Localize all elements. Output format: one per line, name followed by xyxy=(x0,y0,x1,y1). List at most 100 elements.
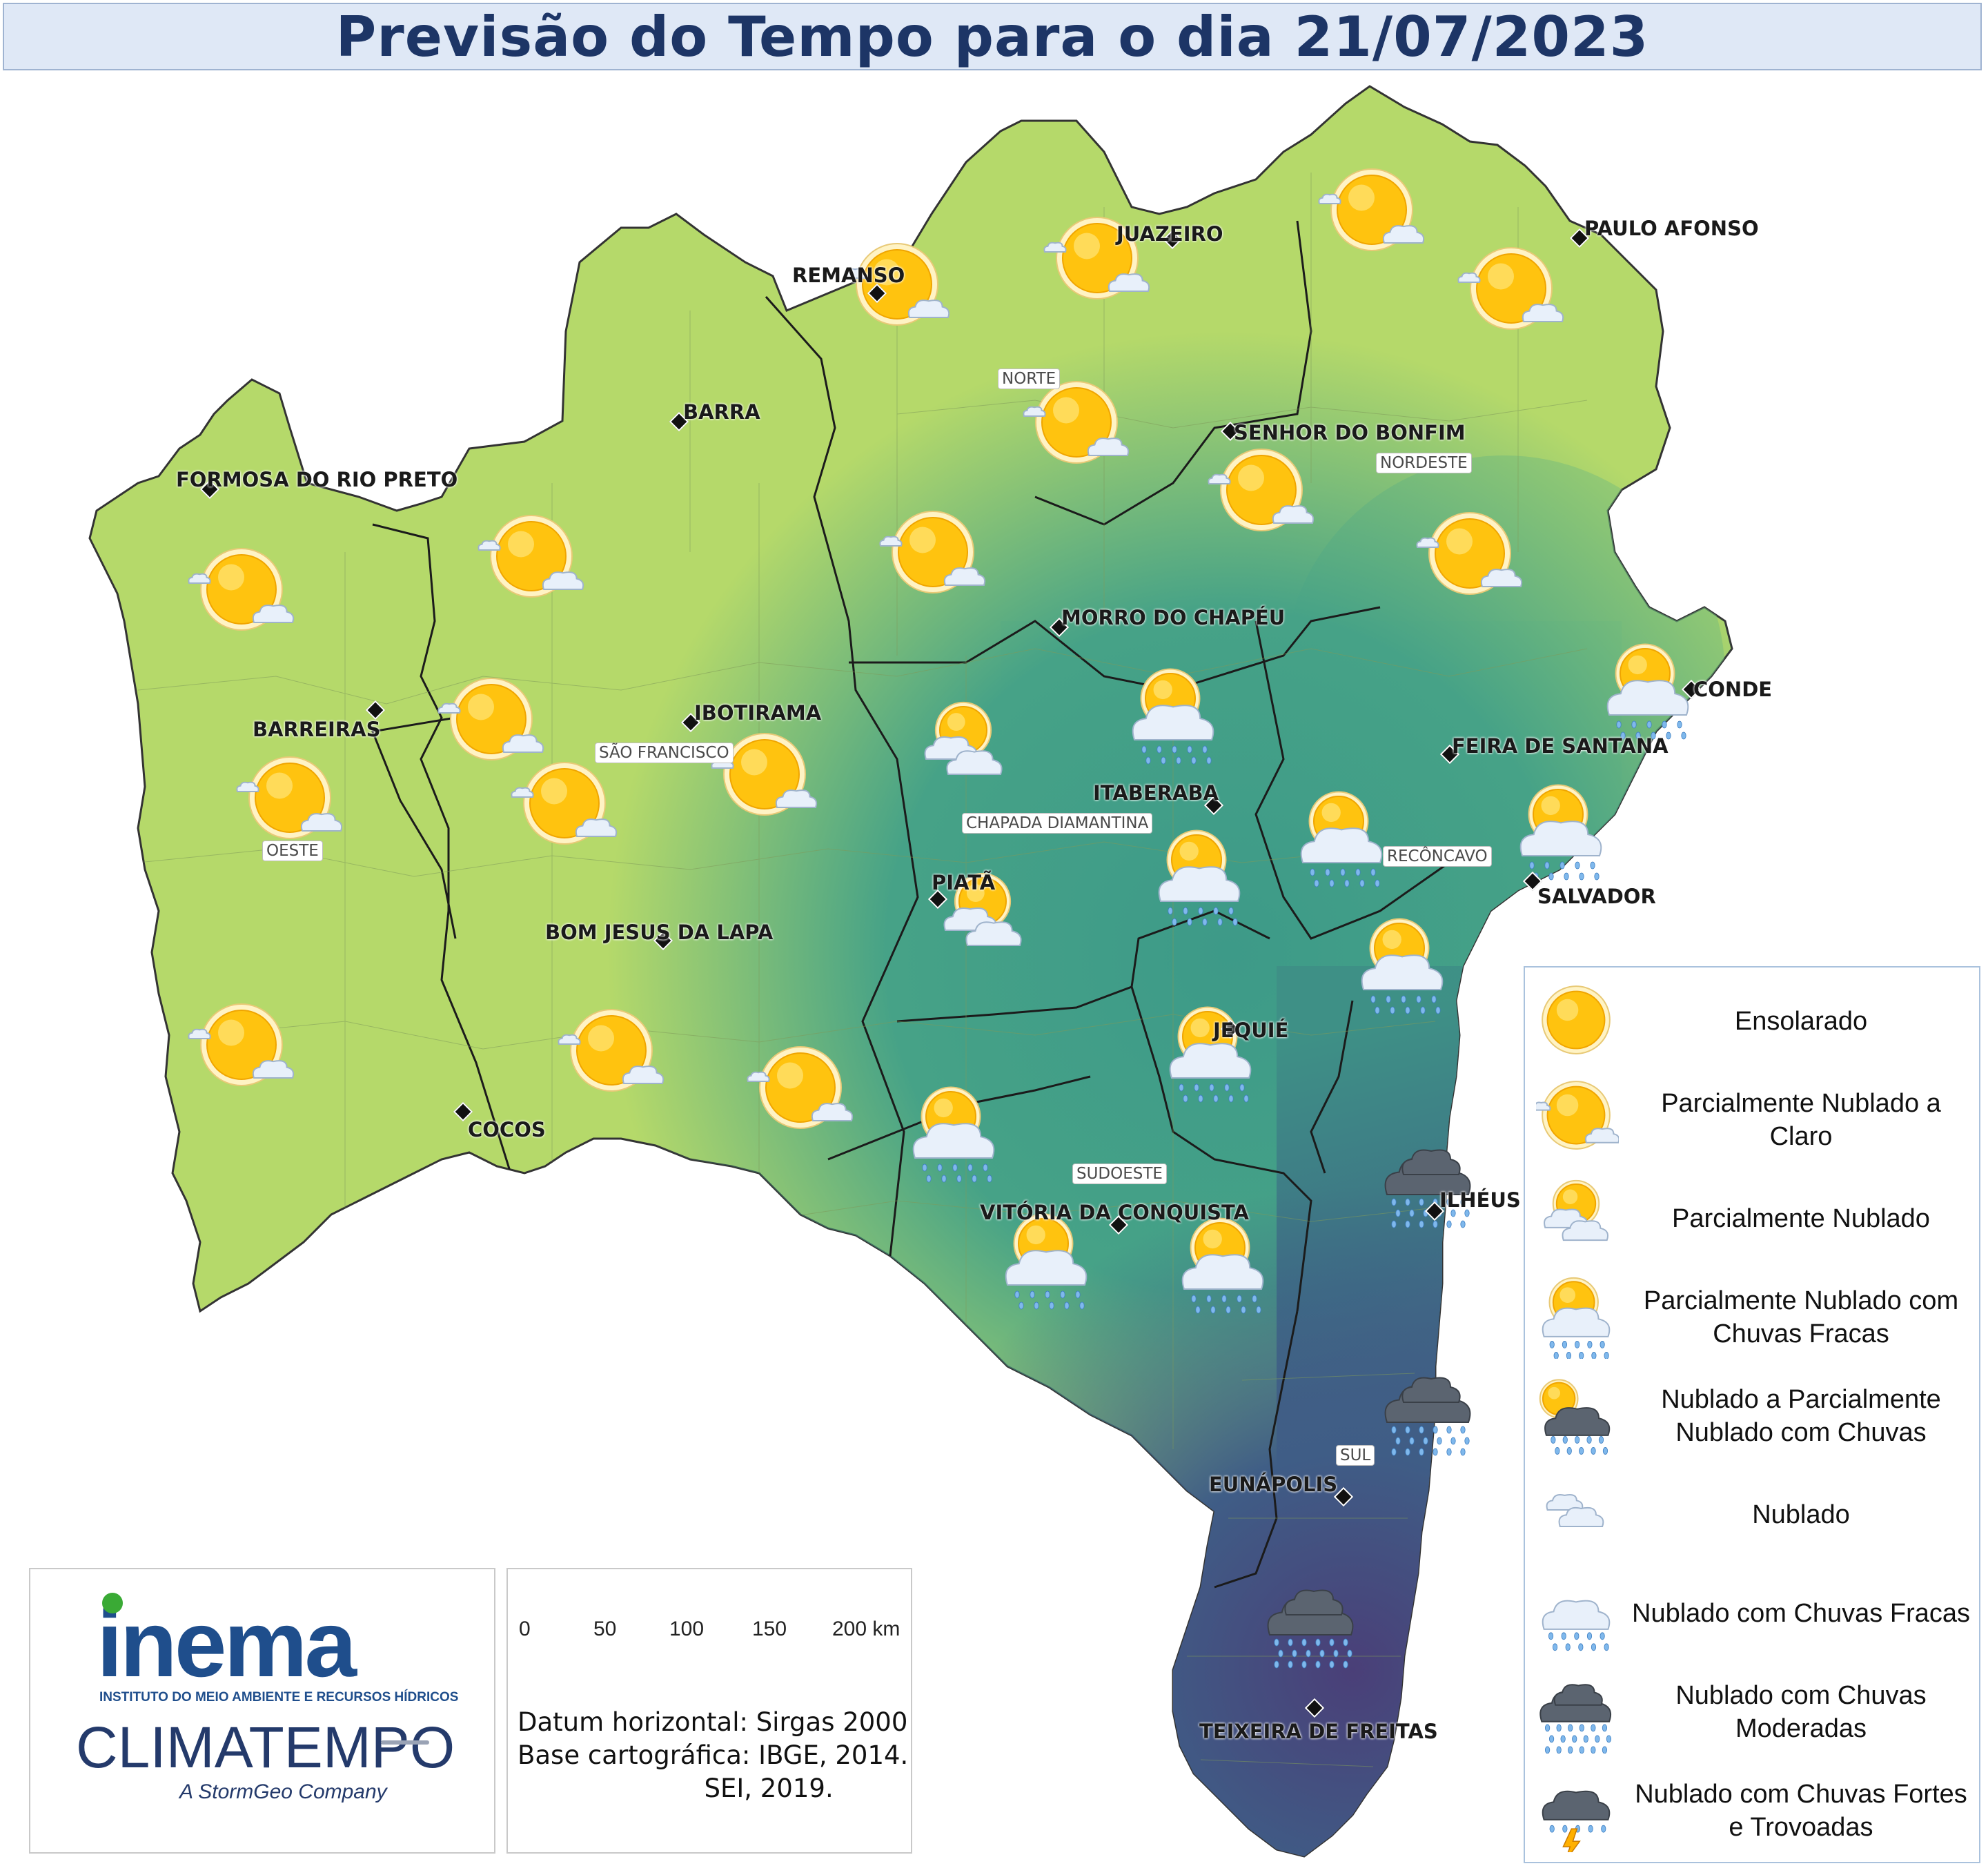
region-label: RECÔNCAVO xyxy=(1383,846,1492,867)
scale-panel: 0 50 100 150 200 km Datum horizontal: Si… xyxy=(506,1568,912,1854)
sun-few-clouds-icon xyxy=(437,678,544,760)
city-label-bomjesus: BOM JESUS DA LAPA xyxy=(545,921,774,944)
city-label-senhor: SENHOR DO BONFIM xyxy=(1234,421,1466,444)
sun-few-clouds-icon xyxy=(511,762,618,845)
partly-cloudy-light-rain-icon xyxy=(1181,1217,1264,1314)
partly-cloudy-icon xyxy=(1544,1179,1609,1241)
city-label-barreiras: BARREIRAS xyxy=(253,718,381,741)
city-label-cocos: COCOS xyxy=(468,1118,546,1141)
inema-logo: inema xyxy=(97,1591,357,1696)
sun-few-clouds-icon xyxy=(1536,1081,1619,1150)
cloud-icon xyxy=(1546,1493,1604,1528)
legend-label: Ensolarado xyxy=(1734,1007,1868,1036)
sun-few-clouds-icon xyxy=(1208,449,1315,531)
city-label-barra: BARRA xyxy=(683,400,760,424)
city-label-eunapolis: EUNÁPOLIS xyxy=(1209,1473,1338,1496)
datum-text: Datum horizontal: Sirgas 2000 Base carto… xyxy=(518,1707,909,1803)
scale-tick-label: 50 xyxy=(593,1618,617,1640)
region-label: SUL xyxy=(1336,1445,1375,1466)
city-label-formosa: FORMOSA DO RIO PRETO xyxy=(176,468,458,491)
sun-few-clouds-icon xyxy=(558,1009,665,1092)
sun-few-clouds-icon xyxy=(879,511,986,593)
partly-cloudy-light-rain-icon xyxy=(1169,1006,1252,1103)
legend-item: Parcialmente Nublado a Claro xyxy=(1525,1070,1982,1170)
cloud-light-rain-icon xyxy=(1542,1600,1611,1651)
city-label-salvador: SALVADOR xyxy=(1537,885,1656,908)
partly-cloudy-light-rain-icon xyxy=(1005,1213,1088,1310)
partly-cloudy-light-rain-icon xyxy=(912,1086,995,1183)
sun-few-clouds-icon xyxy=(1457,247,1564,330)
title-bar: Previsão do Tempo para o dia 21/07/2023 xyxy=(3,3,1982,70)
legend-label: Nublado xyxy=(1752,1500,1850,1529)
cloud-moderate-rain-icon xyxy=(1384,1149,1471,1228)
city-label-ilheus: ILHÉUS xyxy=(1439,1188,1521,1212)
partly-cloudy-light-rain-icon xyxy=(1361,918,1444,1014)
city-label-piata: PIATÃ xyxy=(932,871,996,894)
partly-cloudy-light-rain-icon xyxy=(1300,791,1383,887)
cloud-moderate-rain-icon xyxy=(1384,1377,1471,1456)
cloudy-partly-rain-icon xyxy=(1539,1379,1611,1455)
legend-label: Nublado com Chuvas Fracas xyxy=(1632,1599,1970,1628)
legend-item: Ensolarado xyxy=(1525,972,1982,1071)
partly-cloudy-icon xyxy=(943,872,1022,946)
sun-few-clouds-icon xyxy=(711,733,818,816)
sun-few-clouds-icon xyxy=(1023,381,1130,464)
partly-cloudy-light-rain-icon xyxy=(1132,668,1214,765)
partly-cloudy-light-rain-icon xyxy=(1606,643,1689,740)
scale-tick-label: 200 km xyxy=(832,1618,900,1640)
legend-item: Parcialmente Nublado xyxy=(1525,1169,1982,1268)
sun-few-clouds-icon xyxy=(1318,168,1425,251)
legend-item: Nublado com Chuvas Moderadas xyxy=(1525,1662,1982,1762)
city-label-jequie: JEQUIÉ xyxy=(1213,1019,1289,1042)
city-label-juazeiro: JUAZEIRO xyxy=(1116,222,1223,246)
region-label: NORTE xyxy=(998,369,1061,389)
city-label-morro: MORRO DO CHAPÉU xyxy=(1061,606,1286,629)
legend-item: Parcialmente Nublado com Chuvas Fracas xyxy=(1525,1268,1982,1367)
legend-item: Nublado a Parcialmente Nublado com Chuva… xyxy=(1525,1366,1982,1466)
legend-label: Nublado a Parcialmente Nublado com Chuva… xyxy=(1661,1385,1941,1447)
legend-item: Nublado com Chuvas Fracas xyxy=(1525,1564,1982,1663)
city-label-ibotirama: IBOTIRAMA xyxy=(694,701,822,725)
sun-few-clouds-icon xyxy=(236,756,343,839)
partly-cloudy-icon xyxy=(924,701,1003,775)
legend-label: Parcialmente Nublado com Chuvas Fracas xyxy=(1643,1286,1959,1348)
sun-few-clouds-icon xyxy=(478,515,584,598)
climatempo-logo: CLIMATEMPO xyxy=(76,1715,455,1780)
sun-few-clouds-icon xyxy=(188,548,295,631)
scale-tick-label: 0 xyxy=(519,1618,531,1640)
region-label: OESTE xyxy=(262,841,323,861)
region-label: SUDOESTE xyxy=(1072,1163,1167,1184)
city-label-conde: CONDE xyxy=(1693,678,1773,701)
partly-cloudy-light-rain-icon xyxy=(1158,829,1241,926)
legend-label: Parcialmente Nublado a Claro xyxy=(1661,1089,1941,1151)
legend-label: Nublado com Chuvas Fortes e Trovoadas xyxy=(1635,1780,1967,1842)
sun-few-clouds-icon xyxy=(843,243,950,326)
city-label-teixeira: TEIXEIRA DE FREITAS xyxy=(1199,1720,1438,1743)
legend-label: Parcialmente Nublado xyxy=(1672,1204,1930,1233)
city-label-pauloafonso: PAULO AFONSO xyxy=(1584,217,1759,240)
legend-label: Nublado com Chuvas Moderadas xyxy=(1675,1681,1927,1743)
cloud-moderate-rain-icon xyxy=(1539,1684,1612,1754)
legend-item: Nublado com Chuvas Fortes e Trovoadas xyxy=(1525,1761,1982,1860)
sun-few-clouds-icon xyxy=(1416,512,1523,595)
sun-few-clouds-icon xyxy=(1043,217,1150,299)
sun-few-clouds-icon xyxy=(747,1046,854,1129)
legend-item: Nublado xyxy=(1525,1465,1982,1564)
thunderstorm-icon xyxy=(1542,1790,1611,1852)
city-label-remanso: REMANSO xyxy=(792,264,905,287)
region-label: SÃO FRANCISCO xyxy=(595,743,734,763)
climatempo-swoosh xyxy=(381,1740,429,1745)
partly-cloudy-light-rain-icon xyxy=(1519,784,1602,881)
climatempo-tagline: A StormGeo Company xyxy=(179,1780,387,1803)
city-label-itaberaba: ITABERABA xyxy=(1093,781,1219,805)
cloud-moderate-rain-icon xyxy=(1267,1589,1354,1669)
logos-panel: inema INSTITUTO DO MEIO AMBIENTE E RECUR… xyxy=(29,1568,495,1854)
legend: Ensolarado Parcialmente Nublado a Claro Pa… xyxy=(1524,966,1980,1863)
region-label: CHAPADA DIAMANTINA xyxy=(962,813,1153,834)
sun-few-clouds-icon xyxy=(188,1003,295,1086)
scale-tick-label: 150 xyxy=(752,1618,787,1640)
inema-logo-dot xyxy=(102,1593,123,1613)
partly-cloudy-light-rain-icon xyxy=(1542,1277,1611,1359)
sun-icon xyxy=(1542,985,1611,1054)
